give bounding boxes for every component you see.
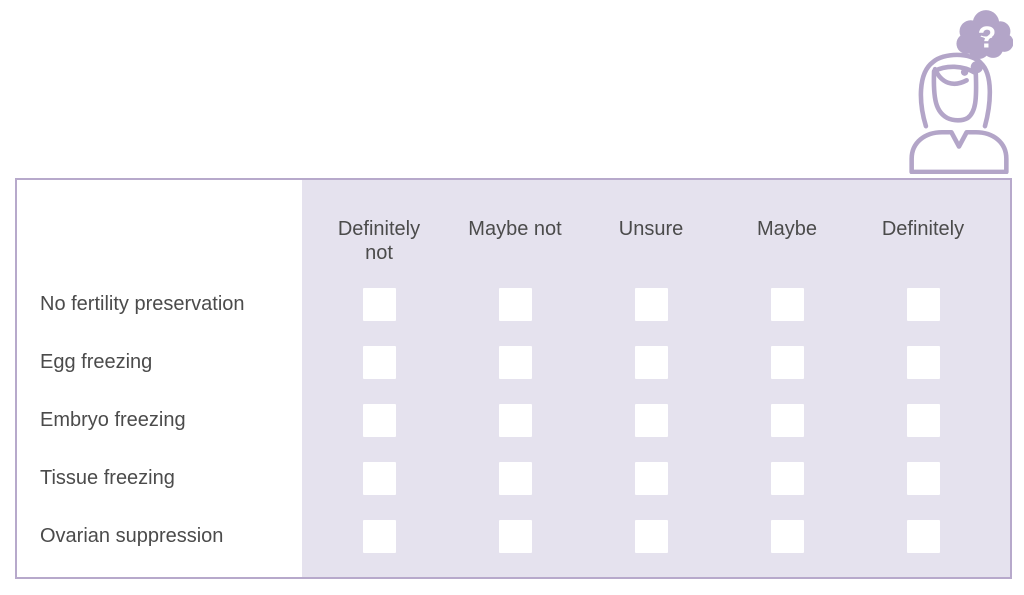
row-label-tissue-freezing: Tissue freezing (40, 466, 175, 489)
fringe-swoosh (932, 66, 969, 86)
checkbox-cell (311, 391, 447, 449)
checkbox-cell (855, 391, 991, 449)
row-label-embryo-freezing: Embryo freezing (40, 408, 186, 431)
checkbox-egg-freezing-maybe-not[interactable] (498, 345, 532, 379)
checkbox-tissue-freezing-definitely[interactable] (906, 461, 940, 495)
column-header-definitely: Definitely (881, 218, 965, 240)
fringe-dot (960, 68, 969, 76)
checkbox-cell (583, 449, 719, 507)
checkbox-egg-freezing-definitely-not[interactable] (362, 345, 396, 379)
checkbox-cell (855, 507, 991, 565)
row-label-cell: No fertility preservation (17, 275, 302, 333)
checkbox-cell (447, 507, 583, 565)
checkbox-no-fertility-preservation-definitely[interactable] (906, 287, 940, 321)
checkbox-cell (583, 391, 719, 449)
row-label-cell: Embryo freezing (17, 391, 302, 449)
checkbox-egg-freezing-definitely[interactable] (906, 345, 940, 379)
checkbox-ovarian-suppression-definitely-not[interactable] (362, 519, 396, 553)
checkbox-no-fertility-preservation-maybe[interactable] (770, 287, 804, 321)
checkbox-cell (855, 275, 991, 333)
options-panel: Definitely not Maybe not Unsure Maybe De… (302, 180, 1010, 577)
checkbox-egg-freezing-unsure[interactable] (634, 345, 668, 379)
checkbox-cell (719, 391, 855, 449)
checkbox-cell (311, 507, 447, 565)
row-label-cell: Egg freezing (17, 333, 302, 391)
header-spacer (17, 180, 302, 275)
question-mark: ? (978, 21, 997, 55)
checkbox-cell (719, 449, 855, 507)
row-label-no-fertility-preservation: No fertility preservation (40, 292, 245, 315)
checkbox-tissue-freezing-unsure[interactable] (634, 461, 668, 495)
column-header-definitely-not: Definitely not (337, 218, 421, 265)
checkbox-cell (311, 333, 447, 391)
checkbox-embryo-freezing-definitely[interactable] (906, 403, 940, 437)
checkbox-cell (447, 333, 583, 391)
checkbox-cell (311, 449, 447, 507)
checkbox-cell (719, 333, 855, 391)
checkbox-tissue-freezing-definitely-not[interactable] (362, 461, 396, 495)
checkbox-cell (447, 275, 583, 333)
column-header-maybe-not: Maybe not (468, 218, 562, 240)
checkbox-embryo-freezing-maybe-not[interactable] (498, 403, 532, 437)
checkbox-tissue-freezing-maybe-not[interactable] (498, 461, 532, 495)
row-label-ovarian-suppression: Ovarian suppression (40, 524, 224, 547)
survey-matrix: No fertility preservation Egg freezing E… (15, 178, 1012, 579)
checkbox-cell (447, 391, 583, 449)
checkbox-no-fertility-preservation-unsure[interactable] (634, 287, 668, 321)
checkbox-tissue-freezing-maybe[interactable] (770, 461, 804, 495)
checkbox-cell (311, 275, 447, 333)
checkbox-no-fertility-preservation-maybe-not[interactable] (498, 287, 532, 321)
checkbox-embryo-freezing-definitely-not[interactable] (362, 403, 396, 437)
row-labels-column: No fertility preservation Egg freezing E… (17, 180, 302, 577)
column-header-maybe: Maybe (756, 218, 818, 240)
checkbox-embryo-freezing-unsure[interactable] (634, 403, 668, 437)
thought-cloud (956, 10, 1013, 59)
row-label-cell: Ovarian suppression (17, 507, 302, 565)
checkbox-cell (583, 507, 719, 565)
checkbox-cell (719, 275, 855, 333)
checkbox-cell (583, 275, 719, 333)
column-header-unsure: Unsure (618, 218, 684, 240)
checkbox-ovarian-suppression-maybe-not[interactable] (498, 519, 532, 553)
checkbox-embryo-freezing-maybe[interactable] (770, 403, 804, 437)
checkbox-ovarian-suppression-definitely[interactable] (906, 519, 940, 553)
checkbox-egg-freezing-maybe[interactable] (770, 345, 804, 379)
checkbox-cell (583, 333, 719, 391)
thought-tail-dot (970, 60, 983, 74)
checkbox-cell (855, 333, 991, 391)
thinking-person-icon: ? (909, 10, 1013, 174)
checkbox-ovarian-suppression-maybe[interactable] (770, 519, 804, 553)
checkbox-cell (855, 449, 991, 507)
checkbox-cell (719, 507, 855, 565)
row-label-cell: Tissue freezing (17, 449, 302, 507)
checkbox-no-fertility-preservation-definitely-not[interactable] (362, 287, 396, 321)
checkbox-cell (447, 449, 583, 507)
row-label-egg-freezing: Egg freezing (40, 350, 153, 373)
checkbox-ovarian-suppression-unsure[interactable] (634, 519, 668, 553)
body-outline (909, 129, 1009, 174)
